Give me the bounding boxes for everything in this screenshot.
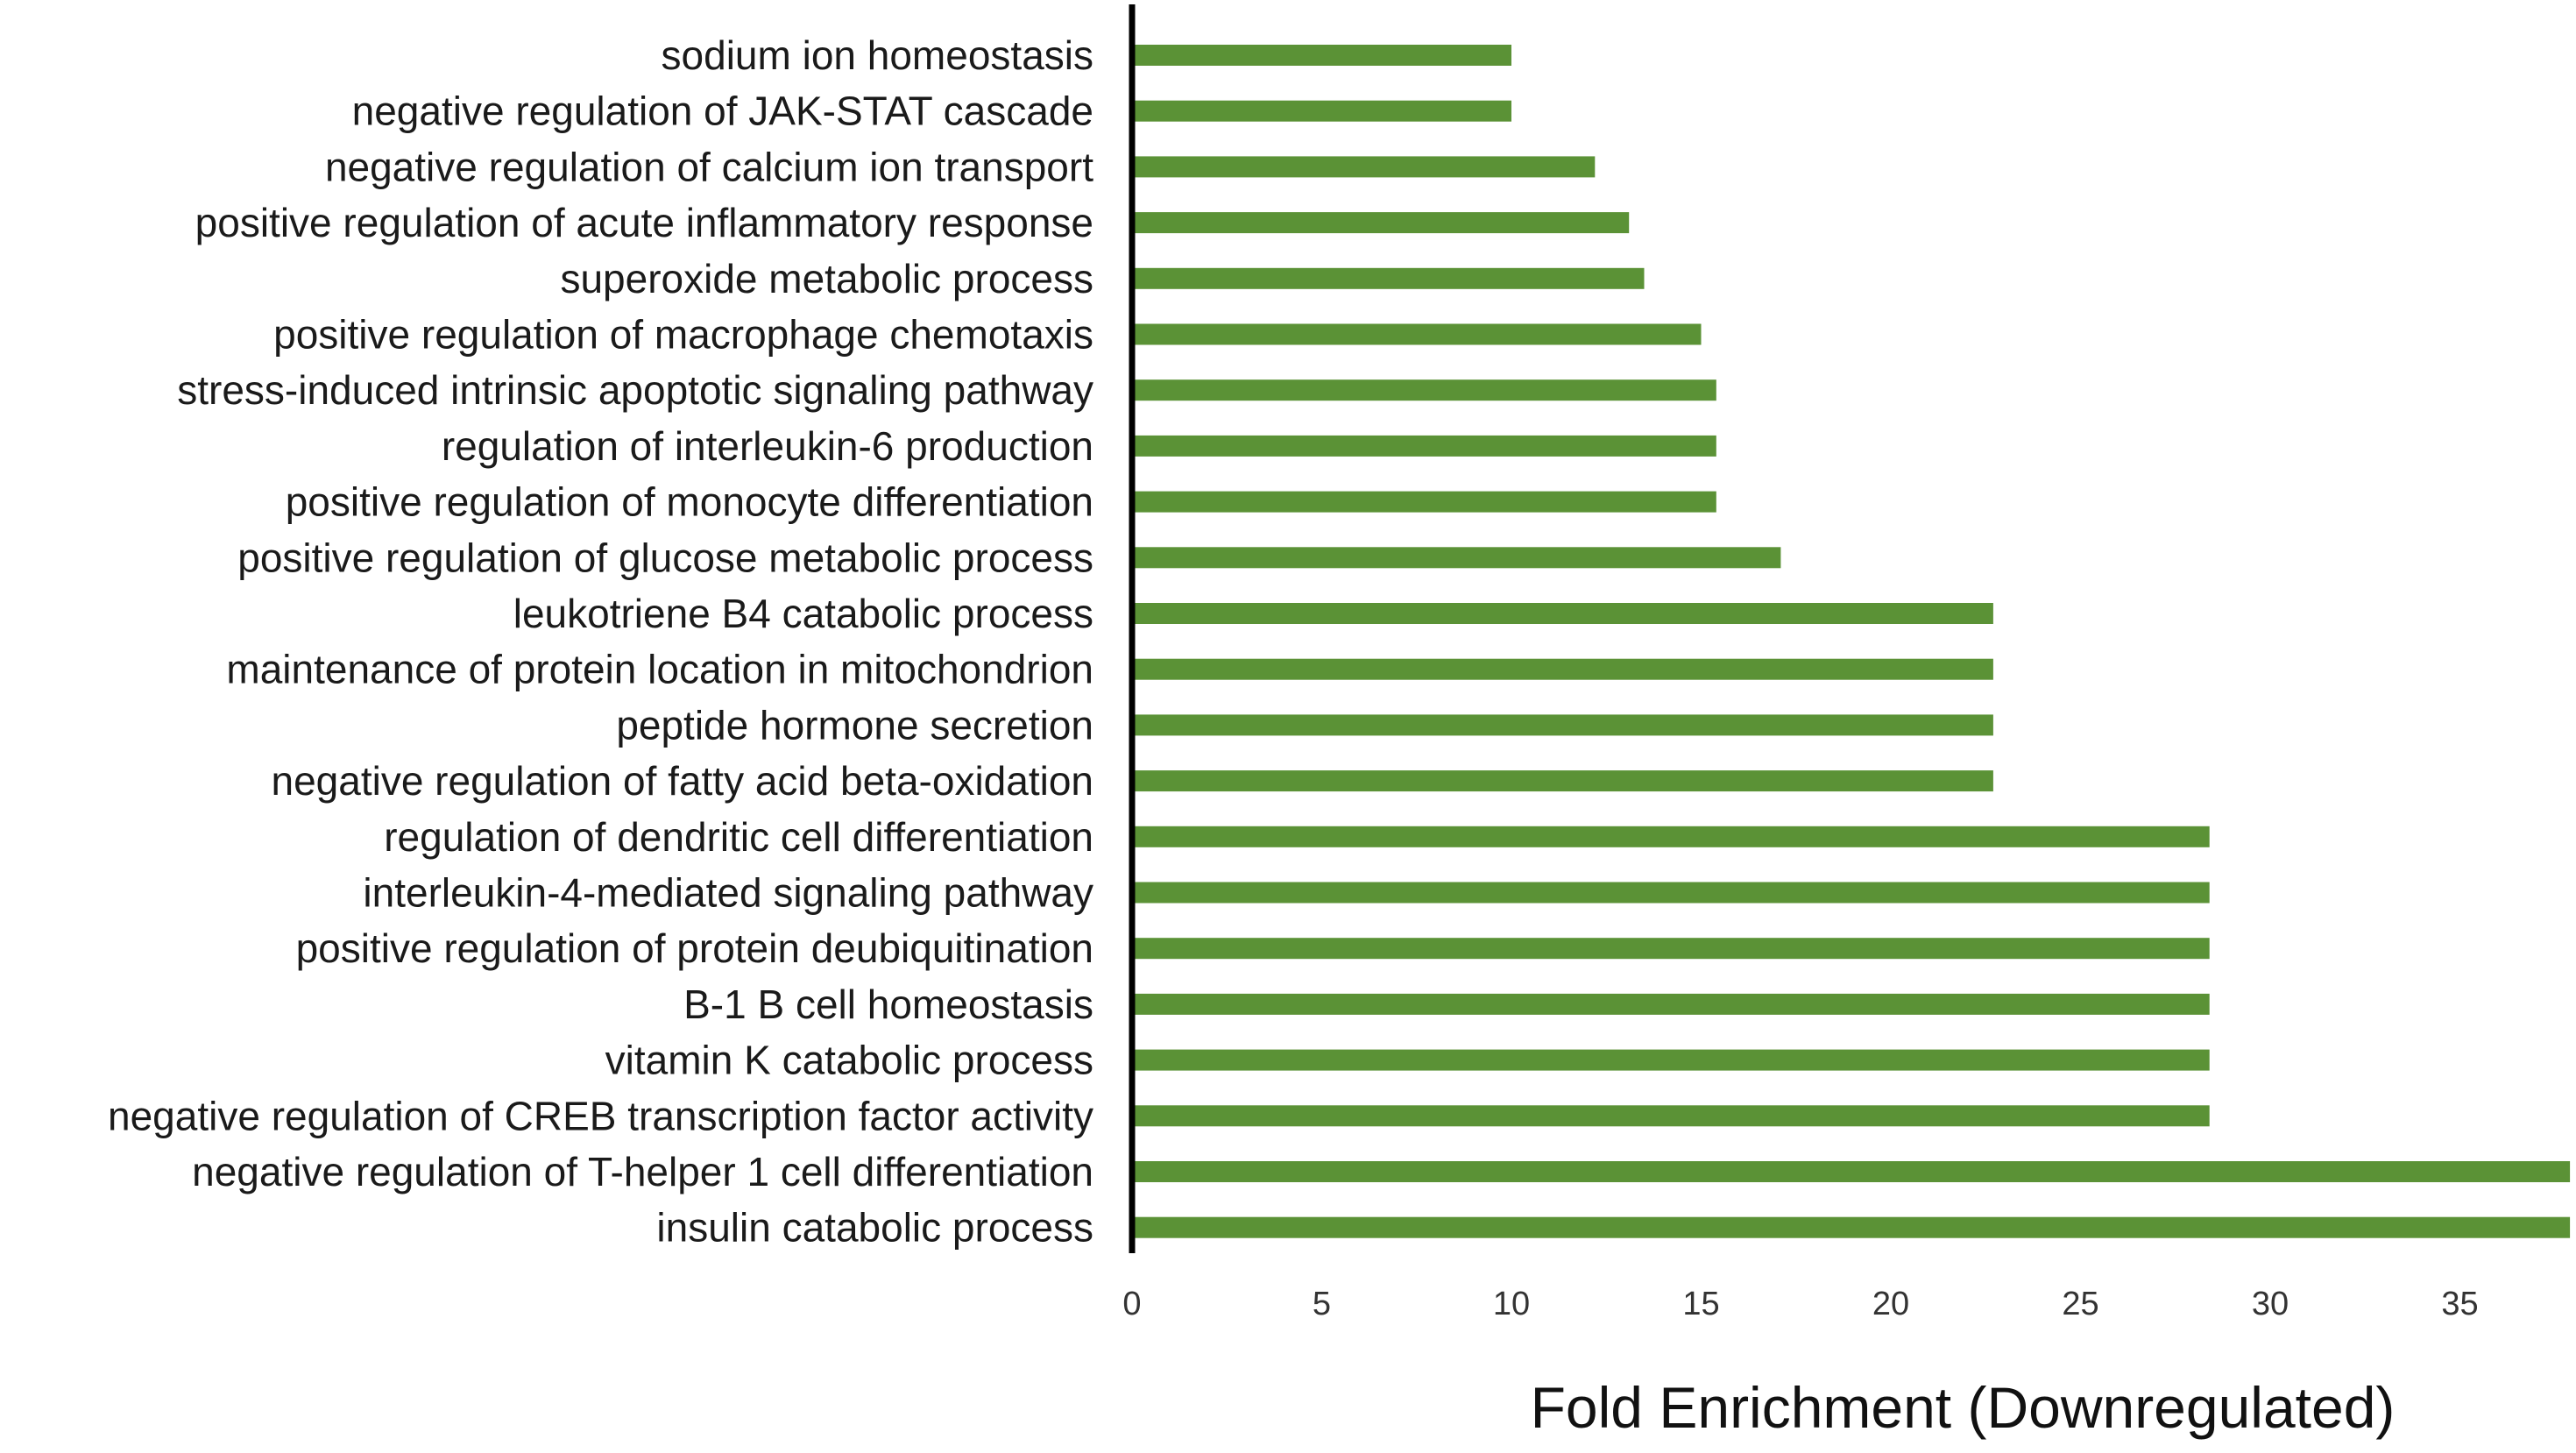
x-tick-label: 30	[2252, 1286, 2289, 1322]
x-tick-label: 15	[1682, 1286, 1719, 1322]
bar	[1132, 714, 1993, 736]
bar	[1132, 379, 1716, 401]
category-label: vitamin K catabolic process	[605, 1038, 1093, 1083]
bar	[1132, 993, 2210, 1015]
x-axis-title: Fold Enrichment (Downregulated)	[1530, 1375, 2396, 1440]
category-label: negative regulation of calcium ion trans…	[325, 144, 1093, 189]
x-tick-label: 20	[1872, 1286, 1909, 1322]
x-tick-label: 0	[1122, 1286, 1141, 1322]
category-label: stress-induced intrinsic apoptotic signa…	[177, 367, 1093, 413]
bar	[1132, 435, 1716, 457]
category-label: maintenance of protein location in mitoc…	[226, 647, 1093, 692]
bar	[1132, 1216, 2571, 1238]
category-label: regulation of dendritic cell differentia…	[384, 814, 1093, 860]
bar	[1132, 1049, 2210, 1071]
category-label: positive regulation of macrophage chemot…	[273, 312, 1093, 358]
bar	[1132, 938, 2210, 960]
category-label: negative regulation of CREB transcriptio…	[108, 1093, 1093, 1138]
category-label: regulation of interleukin-6 production	[442, 423, 1093, 469]
bar	[1132, 323, 1702, 345]
x-tick-label: 5	[1313, 1286, 1331, 1322]
category-label: negative regulation of T-helper 1 cell d…	[192, 1149, 1093, 1194]
bar	[1132, 267, 1645, 289]
bar	[1132, 1161, 2571, 1182]
bar	[1132, 547, 1781, 569]
category-label: sodium ion homeostasis	[662, 32, 1093, 78]
x-tick-label: 25	[2062, 1286, 2098, 1322]
category-label: positive regulation of glucose metabolic…	[237, 535, 1093, 580]
category-label: leukotriene B4 catabolic process	[513, 591, 1093, 636]
bar	[1132, 212, 1630, 234]
category-label: interleukin-4-mediated signaling pathway	[363, 870, 1093, 916]
category-label: positive regulation of protein deubiquit…	[296, 925, 1093, 971]
category-label: B-1 B cell homeostasis	[683, 982, 1093, 1027]
category-label: negative regulation of fatty acid beta-o…	[271, 758, 1093, 804]
bar	[1132, 770, 1993, 792]
bar	[1132, 826, 2210, 847]
category-label: insulin catabolic process	[656, 1205, 1093, 1251]
bar	[1132, 491, 1716, 513]
bar	[1132, 603, 1993, 624]
category-label: positive regulation of monocyte differen…	[286, 479, 1093, 525]
x-tick-label: 10	[1493, 1286, 1530, 1322]
x-tick-label: 35	[2441, 1286, 2478, 1322]
category-label: negative regulation of JAK-STAT cascade	[352, 89, 1093, 134]
bar	[1132, 1105, 2210, 1127]
bar	[1132, 100, 1511, 122]
bar	[1132, 882, 2210, 904]
category-label: superoxide metabolic process	[560, 256, 1093, 301]
bar	[1132, 45, 1511, 66]
bar	[1132, 156, 1596, 178]
category-label: positive regulation of acute inflammator…	[195, 200, 1093, 245]
category-label: peptide hormone secretion	[616, 702, 1093, 748]
bar	[1132, 658, 1993, 680]
